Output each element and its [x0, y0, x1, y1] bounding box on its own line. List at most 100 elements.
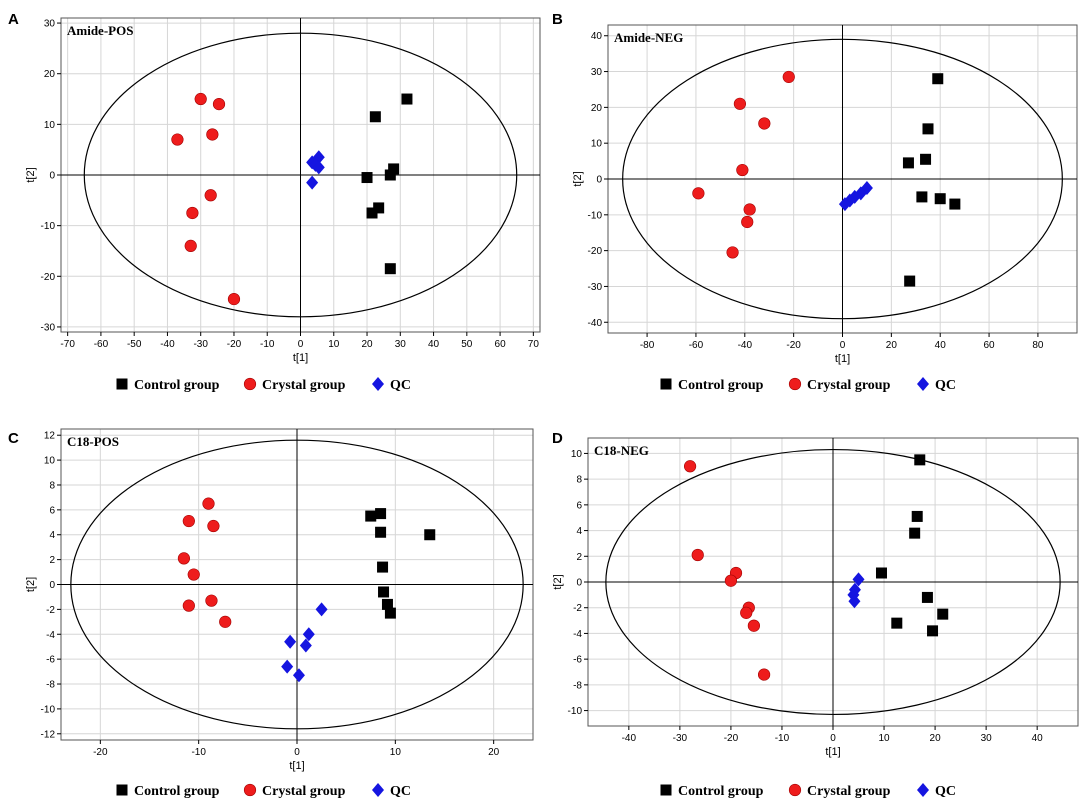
panel-title: Amide-NEG — [614, 30, 683, 45]
control-point — [875, 567, 887, 579]
control-point — [375, 526, 387, 538]
y-axis-label: t[2] — [552, 574, 564, 589]
legend: Control group Crystal group QC — [116, 377, 411, 393]
y-tick-label: 40 — [591, 31, 603, 42]
x-tick-label: 40 — [1032, 733, 1044, 744]
y-tick-label: -6 — [46, 655, 55, 666]
y-tick-label: 12 — [44, 431, 56, 442]
y-tick-label: -10 — [588, 210, 603, 221]
control-point — [378, 586, 390, 598]
crystal-point — [747, 619, 760, 632]
qc-point — [838, 197, 851, 212]
y-tick-label: 2 — [576, 552, 582, 563]
control-point — [949, 198, 961, 210]
crystal-point — [187, 568, 200, 581]
legend-crystal-marker — [788, 783, 802, 797]
control-point — [909, 527, 921, 539]
control-point — [377, 561, 389, 573]
legend-label: Crystal group — [807, 784, 891, 799]
qc-point — [852, 572, 865, 587]
crystal-point — [182, 514, 195, 528]
y-tick-label: -2 — [573, 603, 582, 614]
y-tick-label: 10 — [591, 139, 603, 150]
x-tick-label: 0 — [294, 747, 300, 758]
control-point — [384, 263, 396, 275]
x-axis-label: t[1] — [293, 352, 308, 364]
y-tick-label: 6 — [576, 500, 582, 511]
y-tick-label: -4 — [573, 629, 582, 640]
crystal-point — [207, 519, 220, 533]
x-tick-label: 20 — [361, 339, 373, 350]
control-point — [911, 510, 923, 522]
y-tick-label: -6 — [573, 655, 582, 666]
control-point — [914, 454, 926, 466]
crystal-point — [743, 203, 756, 216]
qc-point — [284, 634, 297, 649]
confidence-ellipse — [70, 439, 524, 730]
legend-label: Control group — [134, 378, 220, 393]
crystal-point — [171, 133, 184, 146]
y-axis-label: t[2] — [25, 577, 37, 592]
x-tick-label: -40 — [738, 340, 753, 351]
legend-label: QC — [935, 784, 956, 799]
control-point — [424, 529, 436, 541]
x-tick-label: 50 — [461, 339, 473, 350]
y-tick-label: 30 — [44, 19, 56, 30]
confidence-ellipse — [622, 38, 1063, 320]
legend-crystal-marker — [788, 377, 802, 391]
y-tick-label: 10 — [44, 120, 56, 131]
qc-point — [306, 175, 319, 190]
x-tick-label: -40 — [622, 733, 637, 744]
legend-control-marker — [660, 784, 672, 796]
control-point — [384, 607, 396, 619]
crystal-point — [186, 206, 199, 220]
crystal-point — [692, 187, 705, 200]
x-tick-label: 40 — [935, 340, 947, 351]
crystal-point — [206, 128, 219, 141]
x-axis-label: t[1] — [835, 353, 850, 365]
x-axis-label: t[1] — [825, 746, 840, 758]
panel-letter: A — [8, 11, 19, 28]
qc-point — [292, 668, 305, 683]
x-tick-label: 70 — [528, 339, 540, 350]
y-tick-label: 0 — [596, 175, 602, 186]
panel-letter: B — [552, 11, 563, 28]
crystal-point — [227, 292, 241, 306]
panel-title: C18-POS — [67, 434, 119, 449]
crystal-point — [741, 215, 754, 229]
x-tick-label: 10 — [390, 747, 402, 758]
y-tick-label: -10 — [568, 706, 583, 717]
y-axis-label: t[2] — [25, 167, 37, 182]
control-point — [388, 163, 400, 175]
crystal-point — [683, 460, 697, 473]
panel-c: -20 -10 0 10 20-12-10-8-6-4-2024681012t[1]t[… — [8, 428, 534, 799]
legend-label: Crystal group — [262, 784, 346, 799]
x-tick-label: 60 — [495, 339, 507, 350]
qc-point — [312, 160, 325, 175]
crystal-point — [782, 70, 795, 84]
crystal-point — [724, 574, 738, 587]
y-tick-label: 10 — [571, 449, 583, 460]
legend-label: QC — [935, 378, 956, 393]
x-tick-label: -10 — [260, 339, 275, 350]
legend-label: Control group — [678, 784, 764, 799]
control-point — [937, 608, 949, 620]
y-tick-label: 30 — [591, 67, 603, 78]
x-tick-label: 20 — [930, 733, 942, 744]
qc-point — [315, 602, 328, 617]
crystal-point — [205, 594, 218, 607]
confidence-ellipse — [605, 448, 1061, 716]
y-tick-label: 8 — [49, 480, 55, 491]
crystal-point — [212, 97, 226, 111]
control-point — [375, 508, 387, 520]
legend-qc-marker — [372, 377, 384, 391]
legend-label: Control group — [678, 378, 764, 393]
control-point — [932, 73, 944, 85]
control-point — [934, 193, 946, 205]
x-tick-label: 30 — [395, 339, 407, 350]
y-tick-label: -20 — [41, 272, 56, 283]
y-tick-label: -20 — [588, 246, 603, 257]
y-tick-label: 0 — [576, 578, 582, 589]
y-tick-label: 10 — [44, 456, 56, 467]
